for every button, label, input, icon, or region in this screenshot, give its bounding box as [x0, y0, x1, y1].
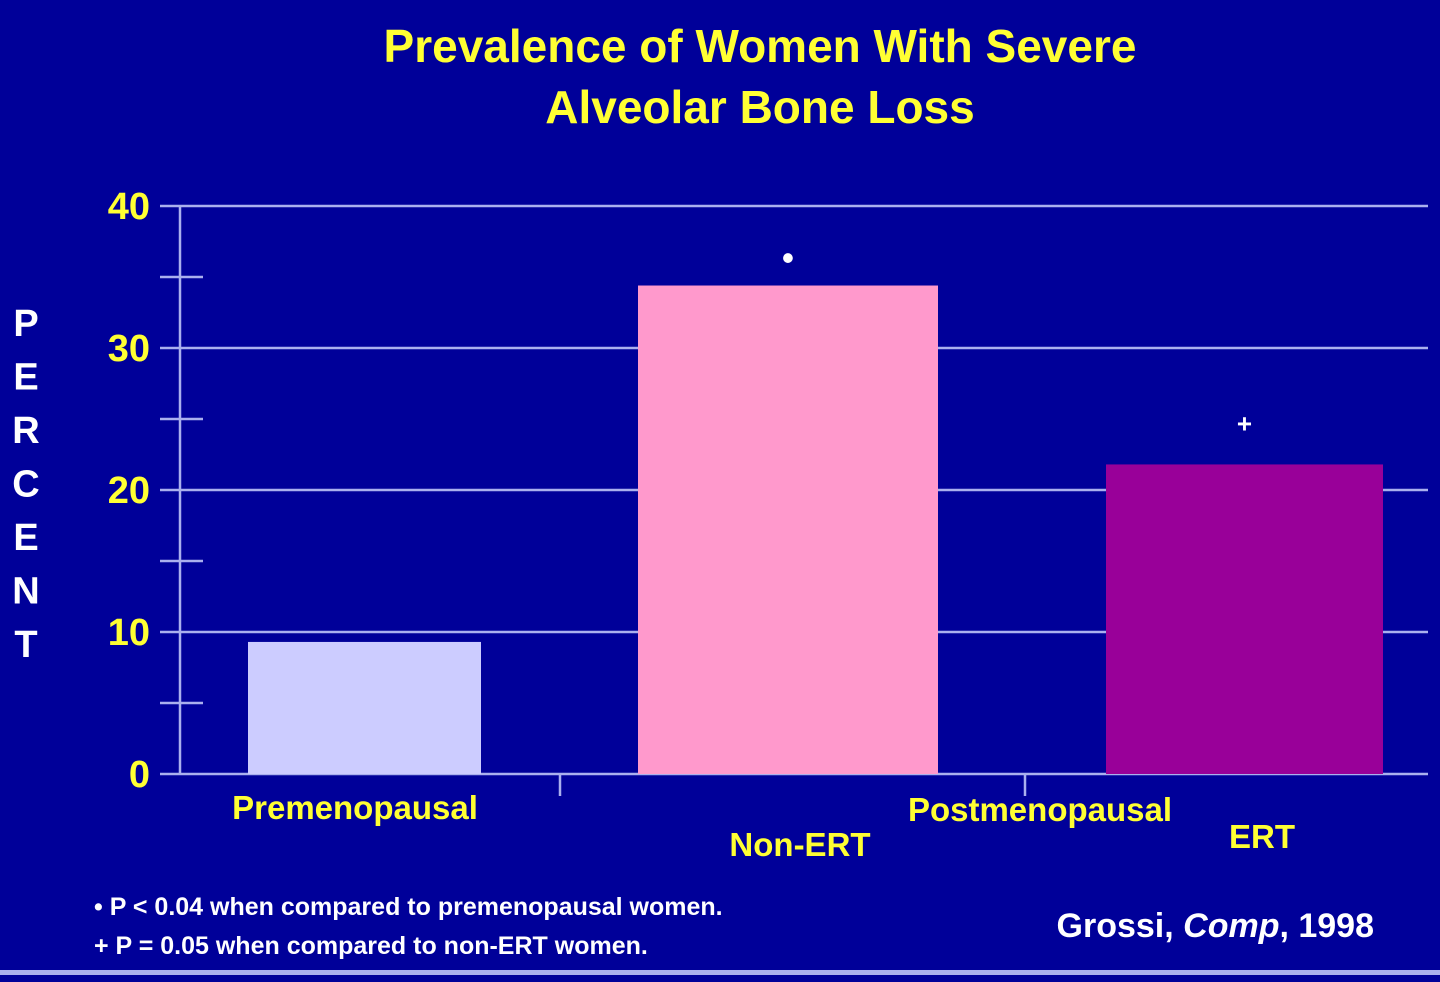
category-label-non-ert: Non-ERT: [729, 826, 870, 863]
y-axis-label-letter: C: [12, 464, 39, 506]
chart-title-line-2: Alveolar Bone Loss: [545, 81, 974, 133]
significance-marker: +: [1237, 408, 1252, 438]
y-axis-label-letter: P: [13, 303, 38, 345]
group-label-postmenopausal: Postmenopausal: [908, 791, 1172, 828]
y-axis-label-letter: N: [12, 571, 39, 613]
chart-title-line-1: Prevalence of Women With Severe: [384, 20, 1137, 72]
y-tick-label: 0: [129, 754, 150, 796]
bottom-rule: [0, 970, 1440, 975]
y-axis-label-letter: R: [12, 410, 39, 452]
bar-ert: [1106, 464, 1383, 774]
y-axis-label-letter: E: [13, 517, 38, 559]
bars: •+: [248, 240, 1383, 774]
category-label-premenopausal: Premenopausal: [232, 789, 478, 826]
citation-author: Grossi,: [1057, 907, 1184, 945]
y-axis-ticks: 0 10 20 30 40: [108, 186, 150, 796]
y-tick-label: 10: [108, 612, 150, 654]
y-tick-label: 40: [108, 186, 150, 228]
category-label-ert: ERT: [1229, 818, 1295, 855]
citation: Grossi, Comp, 1998: [1057, 907, 1374, 945]
footnote-1: • P < 0.04 when compared to premenopausa…: [94, 893, 723, 921]
citation-journal: Comp: [1183, 907, 1279, 945]
bar-premenopausal: [248, 641, 481, 774]
citation-year: , 1998: [1279, 907, 1374, 945]
y-tick-label: 20: [108, 470, 150, 512]
y-tick-label: 30: [108, 328, 150, 370]
y-axis-label-letter: E: [13, 357, 38, 399]
y-axis-label-letter: T: [14, 624, 37, 666]
footnote-2: + P = 0.05 when compared to non-ERT wome…: [94, 932, 648, 960]
bar-non-ert: [638, 285, 938, 774]
significance-marker: •: [782, 240, 794, 278]
